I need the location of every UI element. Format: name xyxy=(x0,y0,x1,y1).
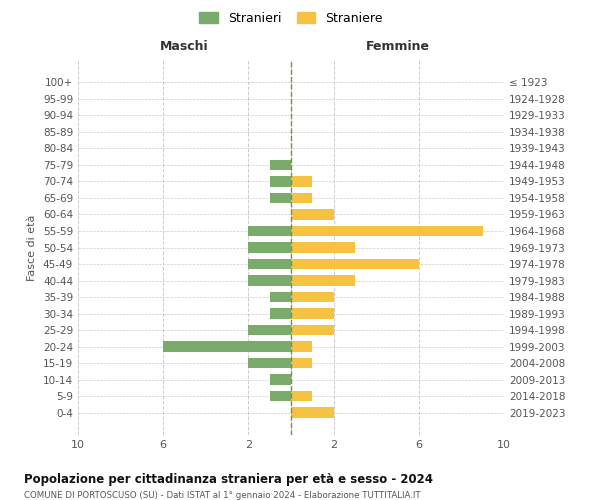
Bar xyxy=(270,374,291,385)
Bar xyxy=(291,209,334,220)
Bar xyxy=(291,226,483,236)
Bar xyxy=(291,390,313,402)
Bar xyxy=(270,390,291,402)
Bar xyxy=(291,358,313,368)
Bar xyxy=(248,275,291,286)
Bar xyxy=(248,358,291,368)
Bar xyxy=(270,192,291,203)
Text: Femmine: Femmine xyxy=(365,40,430,52)
Text: Maschi: Maschi xyxy=(160,40,209,52)
Bar xyxy=(291,176,313,187)
Bar xyxy=(291,341,313,352)
Bar xyxy=(270,176,291,187)
Text: COMUNE DI PORTOSCUSO (SU) - Dati ISTAT al 1° gennaio 2024 - Elaborazione TUTTITA: COMUNE DI PORTOSCUSO (SU) - Dati ISTAT a… xyxy=(24,491,421,500)
Y-axis label: Fasce di età: Fasce di età xyxy=(28,214,37,280)
Bar xyxy=(291,192,313,203)
Bar xyxy=(291,324,334,336)
Bar xyxy=(248,324,291,336)
Bar xyxy=(163,341,291,352)
Bar xyxy=(291,258,419,270)
Bar xyxy=(291,292,334,302)
Bar xyxy=(291,407,334,418)
Bar xyxy=(248,242,291,253)
Bar xyxy=(248,226,291,236)
Bar xyxy=(270,308,291,319)
Bar xyxy=(291,242,355,253)
Text: Popolazione per cittadinanza straniera per età e sesso - 2024: Popolazione per cittadinanza straniera p… xyxy=(24,472,433,486)
Bar xyxy=(270,160,291,170)
Bar xyxy=(270,292,291,302)
Bar xyxy=(248,258,291,270)
Legend: Stranieri, Straniere: Stranieri, Straniere xyxy=(196,8,386,28)
Bar xyxy=(291,308,334,319)
Bar xyxy=(291,275,355,286)
